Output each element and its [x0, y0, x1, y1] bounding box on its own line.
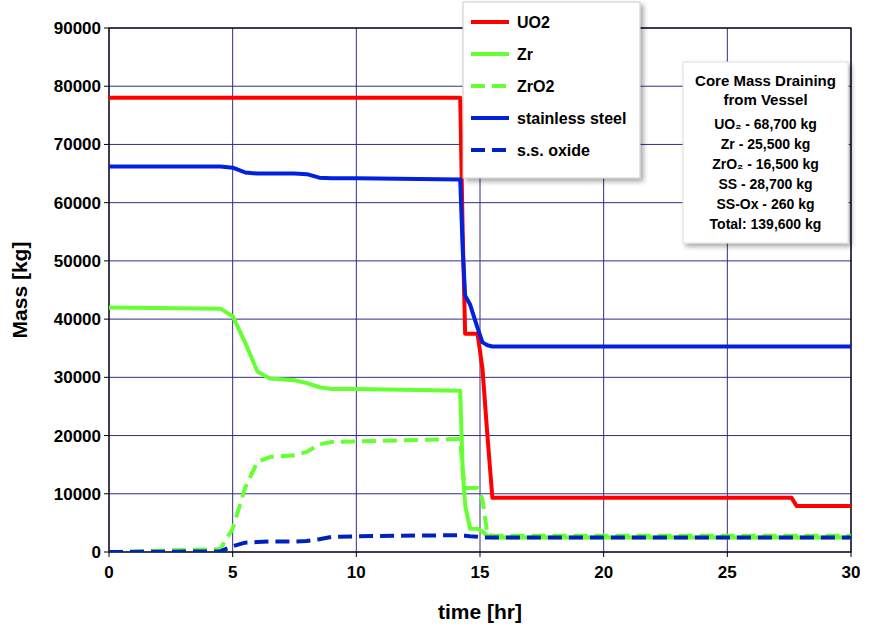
y-axis-title: Mass [kg] — [8, 242, 31, 339]
series-line — [109, 307, 851, 537]
annotation-line: SS-Ox - 260 kg — [716, 196, 814, 212]
annotation-box — [683, 62, 848, 243]
legend-swatch — [471, 20, 509, 24]
y-tick — [104, 28, 109, 29]
legend-label: UO2 — [517, 14, 550, 31]
x-tick — [851, 552, 852, 557]
x-tick — [603, 552, 604, 557]
x-tick-label: 10 — [347, 563, 366, 582]
x-tick — [109, 552, 110, 557]
y-tick — [104, 493, 109, 494]
series-line — [109, 535, 851, 552]
annotation-title-line: from Vessel — [723, 91, 807, 108]
y-tick-label: 50000 — [54, 252, 101, 271]
x-tick-label: 5 — [228, 563, 237, 582]
legend-swatch — [471, 116, 509, 120]
y-tick-label: 80000 — [54, 77, 101, 96]
legend-label: s.s. oxide — [517, 142, 590, 159]
y-tick — [104, 435, 109, 436]
x-tick-label: 0 — [104, 563, 113, 582]
y-tick — [104, 319, 109, 320]
legend-label: ZrO2 — [517, 78, 554, 95]
legend-swatch — [471, 52, 509, 56]
x-tick — [727, 552, 728, 557]
annotation-line: ZrO₂ - 16,500 kg — [712, 156, 819, 172]
annotation-line: UO₂ - 68,700 kg — [714, 116, 817, 132]
legend-box — [463, 2, 640, 178]
x-grid-line — [232, 28, 233, 552]
legend-swatch — [471, 84, 509, 88]
x-tick-label: 30 — [842, 563, 861, 582]
y-tick — [104, 552, 109, 553]
legend: UO2 Zr ZrO2 stainless steel s.s. oxide — [463, 2, 640, 178]
annotation-title-line: Core Mass Draining — [695, 72, 836, 89]
y-tick-label: 0 — [92, 543, 101, 562]
y-tick-label: 70000 — [54, 135, 101, 154]
y-tick-label: 30000 — [54, 368, 101, 387]
x-tick-label: 15 — [471, 563, 490, 582]
annotation: Core Mass Draining from Vessel UO₂ - 68,70… — [683, 62, 848, 243]
y-tick — [104, 144, 109, 145]
y-tick-label: 10000 — [54, 485, 101, 504]
annotation-title: Core Mass Draining from Vessel — [695, 72, 836, 108]
annotation-line: SS - 28,700 kg — [718, 176, 812, 192]
legend-label: stainless steel — [517, 110, 626, 127]
legend-swatch — [471, 148, 509, 152]
y-tick — [104, 202, 109, 203]
y-tick — [104, 377, 109, 378]
x-tick — [232, 552, 233, 557]
legend-label: Zr — [517, 46, 533, 63]
y-tick-label: 60000 — [54, 194, 101, 213]
y-tick — [104, 86, 109, 87]
series-line — [109, 439, 851, 552]
x-tick-label: 25 — [718, 563, 737, 582]
annotation-line: Total: 139,600 kg — [710, 216, 822, 232]
x-tick — [356, 552, 357, 557]
x-axis-title: time [hr] — [438, 600, 522, 623]
x-tick — [480, 552, 481, 557]
y-tick-label: 90000 — [54, 19, 101, 38]
y-tick — [104, 260, 109, 261]
annotation-line: Zr - 25,500 kg — [721, 136, 811, 152]
y-tick-label: 40000 — [54, 310, 101, 329]
y-tick-label: 20000 — [54, 427, 101, 446]
x-tick-label: 20 — [594, 563, 613, 582]
chart: 0 10000 20000 30000 40000 50000 60000 70000 8000… — [0, 0, 870, 629]
x-grid-line — [356, 28, 357, 552]
